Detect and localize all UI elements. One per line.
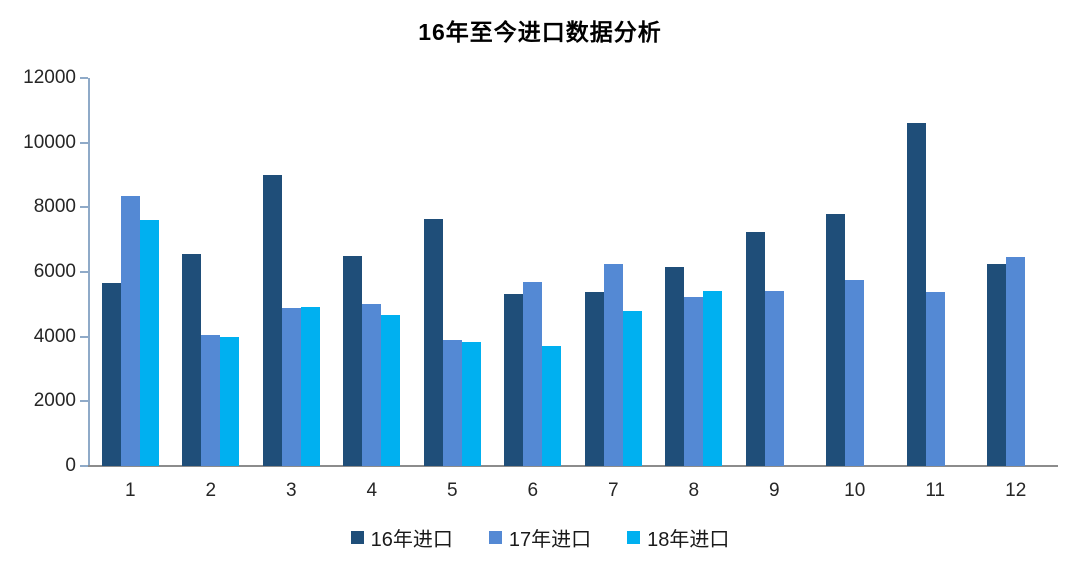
x-axis-label: 2 [205, 480, 217, 501]
legend-swatch-icon [488, 531, 502, 544]
x-axis-label: 4 [366, 480, 378, 501]
y-axis-tick [80, 400, 88, 403]
bar-17年进口-month-8 [684, 296, 704, 466]
y-axis-tick [80, 77, 88, 79]
y-axis-label: 10000 [23, 131, 76, 153]
x-axis-label: 12 [1005, 480, 1027, 501]
bar-17年进口-month-2 [201, 335, 221, 466]
bar-18年进口-month-6 [542, 346, 562, 466]
bar-group-month-2: 2 [182, 78, 240, 501]
y-axis-label: 8000 [33, 196, 76, 218]
y-axis-label: 4000 [33, 325, 76, 347]
bar-group-month-1: 1 [101, 78, 159, 501]
bar-17年进口-month-9 [764, 291, 784, 466]
bar-16年进口-month-12 [987, 263, 1007, 466]
bar-16年进口-month-8 [665, 267, 685, 466]
bar-groups: 1 2 3 4 5 6 7 8 9 10 11 12 [90, 78, 1056, 501]
bar-16年进口-month-9 [745, 232, 765, 466]
x-axis-label: 1 [124, 480, 136, 501]
x-axis-label: 5 [446, 480, 458, 501]
y-axis-label: 0 [65, 455, 76, 476]
bar-group-month-3: 3 [262, 78, 320, 501]
bar-18年进口-month-2 [220, 337, 240, 466]
y-axis-tick [80, 271, 88, 273]
legend-item-17年进口: 17年进口 [488, 523, 592, 552]
bar-group-month-9: 9 [745, 78, 803, 501]
bar-18年进口-month-4 [381, 315, 401, 466]
bar-group-month-10: 10 [826, 78, 883, 501]
x-axis-label: 9 [768, 480, 780, 501]
bar-17年进口-month-3 [281, 308, 301, 466]
x-axis-label: 11 [925, 480, 946, 501]
bar-16年进口-month-7 [584, 291, 604, 466]
legend-swatch-icon [350, 531, 364, 544]
chart-title: 16年至今进口数据分析 [418, 19, 662, 45]
bar-group-month-11: 11 [906, 78, 964, 501]
bar-17年进口-month-5 [442, 340, 462, 466]
bar-18年进口-month-3 [300, 306, 320, 466]
bar-16年进口-month-2 [182, 253, 202, 466]
legend-item-18年进口: 18年进口 [627, 523, 729, 552]
legend-item-16年进口: 16年进口 [350, 523, 453, 552]
legend-label: 16年进口 [370, 529, 453, 551]
bar-group-month-5: 5 [423, 78, 481, 501]
plot-area: 1 2 3 4 5 6 7 8 9 10 11 12 0 2000 4000 6000 8000 10000 12… [23, 67, 1058, 501]
bar-group-month-4: 4 [343, 78, 401, 501]
bar-16年进口-month-3 [262, 174, 282, 466]
x-axis-label: 8 [688, 480, 700, 501]
bar-17年进口-month-7 [603, 263, 623, 466]
bar-group-month-6: 6 [504, 78, 562, 501]
y-axis-tick [80, 465, 88, 467]
bar-17年进口-month-1 [120, 196, 140, 466]
bar-group-month-7: 7 [584, 78, 642, 501]
y-axis-label: 2000 [33, 390, 76, 412]
bar-16年进口-month-1 [101, 283, 121, 466]
bar-17年进口-month-6 [523, 282, 543, 466]
bar-18年进口-month-5 [461, 341, 481, 466]
x-axis-label: 6 [527, 480, 539, 501]
legend-swatch-icon [627, 531, 641, 544]
x-axis-label: 10 [844, 480, 866, 501]
bar-16年进口-month-4 [343, 255, 363, 466]
bar-group-month-8: 8 [665, 78, 723, 501]
bar-17年进口-month-10 [845, 280, 865, 466]
legend-label: 17年进口 [508, 529, 592, 551]
bar-18年进口-month-8 [703, 291, 723, 466]
bar-18年进口-month-7 [622, 311, 642, 466]
bar-17年进口-month-4 [362, 304, 382, 466]
x-axis-label: 3 [285, 480, 297, 501]
bar-17年进口-month-12 [1006, 257, 1026, 466]
bar-17年进口-month-11 [925, 292, 945, 466]
bar-16年进口-month-6 [504, 294, 524, 466]
y-axis-line [88, 78, 90, 466]
legend-label: 18年进口 [647, 529, 730, 551]
y-axis-tick [80, 141, 88, 144]
legend: 16年进口 17年进口 18年进口 [0, 523, 1080, 552]
bar-16年进口-month-11 [906, 122, 926, 466]
y-axis-tick [80, 335, 88, 338]
y-axis-tick [80, 206, 88, 209]
y-axis-label: 12000 [23, 67, 76, 88]
y-axis-label: 6000 [33, 261, 76, 282]
bar-16年进口-month-10 [826, 214, 846, 466]
x-axis-line [88, 465, 1058, 467]
bar-18年进口-month-1 [139, 219, 159, 466]
bar-16年进口-month-5 [423, 218, 443, 466]
bar-group-month-12: 12 [987, 78, 1044, 501]
x-axis-label: 7 [607, 480, 619, 501]
